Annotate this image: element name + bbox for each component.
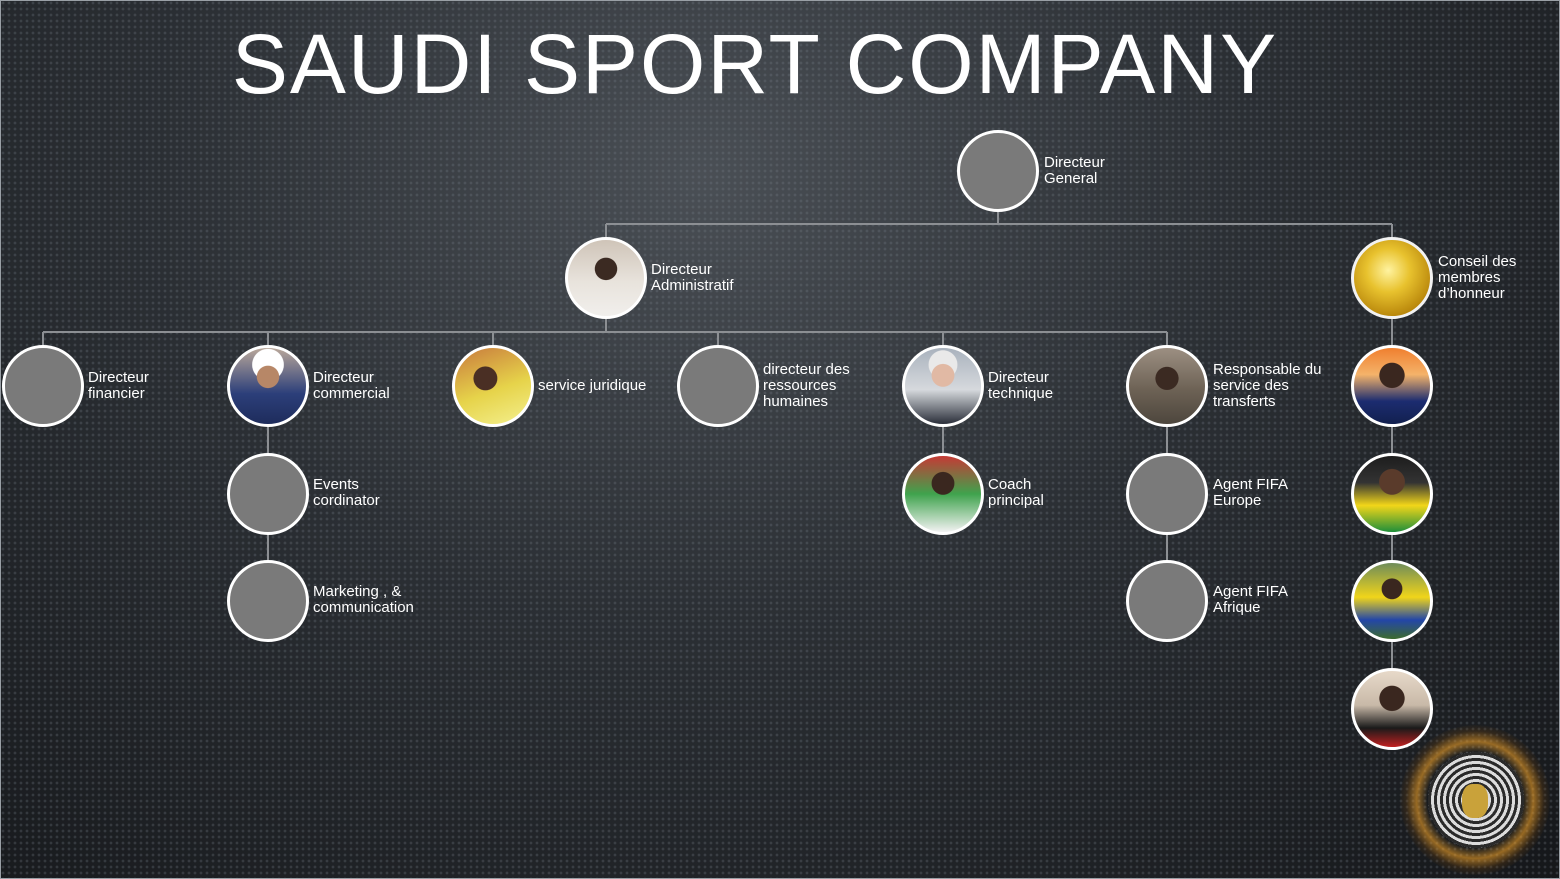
label-coach-principal: Coach principal [988,476,1044,509]
node-member-4[interactable] [1351,668,1433,750]
node-member-1[interactable] [1351,345,1433,427]
label-directeur-financier: Directeur financier [88,369,149,402]
label-conseil-membres: Conseil des membres d’honneur [1438,253,1517,302]
label-agent-fifa-europe: Agent FIFA Europe [1213,476,1288,509]
node-directeur-commercial[interactable] [227,345,309,427]
node-responsable-transferts[interactable] [1126,345,1208,427]
node-member-3[interactable] [1351,560,1433,642]
node-directeur-financier[interactable] [2,345,84,427]
label-marketing-communication: Marketing , & communication [313,583,414,616]
africa-map-icon [1462,784,1488,818]
node-events-cordinator[interactable] [227,453,309,535]
node-member-2[interactable] [1351,453,1433,535]
label-agent-fifa-afrique: Agent FIFA Afrique [1213,583,1288,616]
node-coach-principal[interactable] [902,453,984,535]
node-directeur-general[interactable] [957,130,1039,212]
label-directeur-administratif: Directeur Administratif [651,261,734,294]
node-directeur-technique[interactable] [902,345,984,427]
label-service-juridique: service juridique [538,377,647,394]
label-events-cordinator: Events cordinator [313,476,380,509]
label-directeur-technique: Directeur technique [988,369,1054,402]
node-agent-fifa-afrique[interactable] [1126,560,1208,642]
page-title: SAUDI SPORT COMPANY [231,17,1279,111]
node-agent-fifa-europe[interactable] [1126,453,1208,535]
node-marketing-communication[interactable] [227,560,309,642]
node-directeur-rh[interactable] [677,345,759,427]
label-directeur-commercial: Directeur commercial [313,369,390,402]
node-conseil-membres[interactable] [1351,237,1433,319]
node-service-juridique[interactable] [452,345,534,427]
label-directeur-general: Directeur General [1044,154,1105,187]
label-directeur-rh: directeur des ressources humaines [763,361,850,410]
label-responsable-transferts: Responsable du service des transferts [1213,361,1322,410]
node-directeur-administratif[interactable] [565,237,647,319]
